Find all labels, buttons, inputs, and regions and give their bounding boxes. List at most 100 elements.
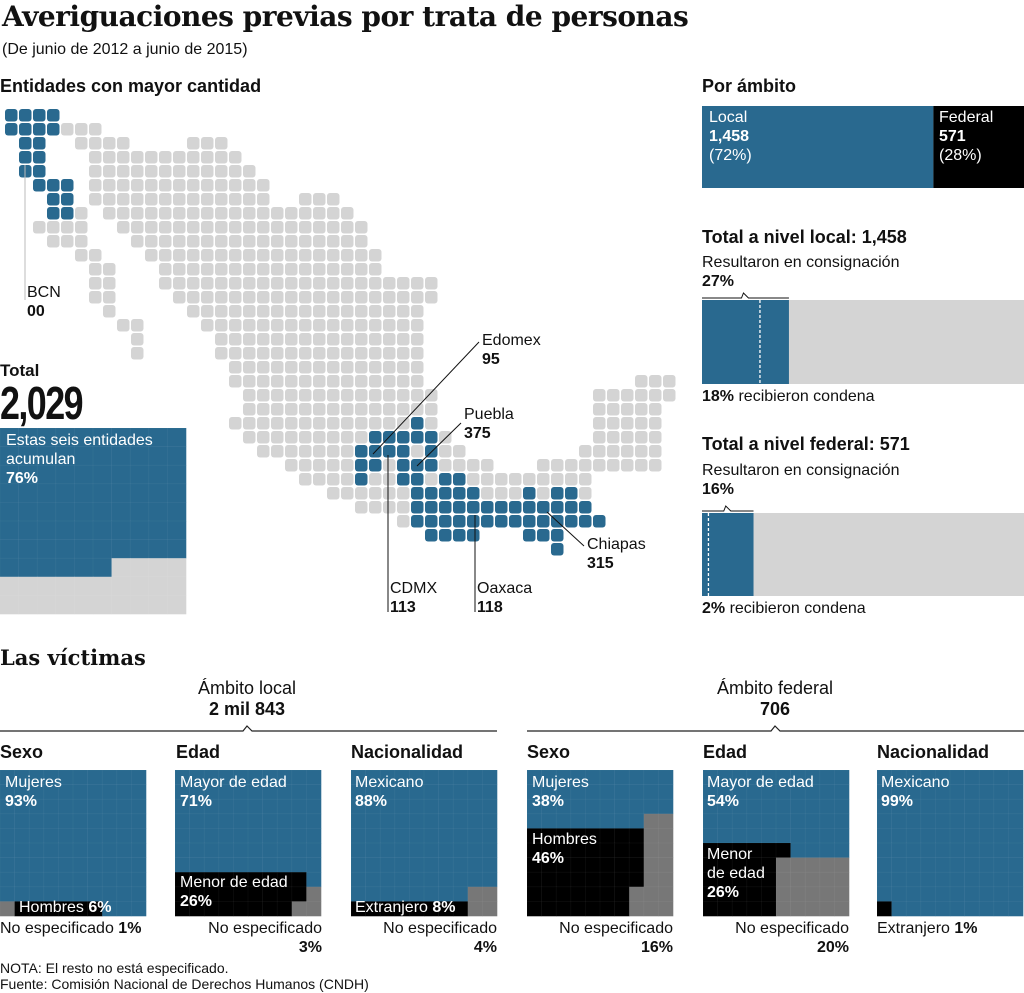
waffle-cell — [467, 842, 483, 859]
map-tile — [341, 375, 354, 388]
waffle-cell — [365, 871, 381, 888]
waffle-cell — [790, 901, 806, 917]
waffle-cell — [804, 871, 821, 888]
waffle-cell — [804, 857, 821, 873]
map-tile-highlight — [411, 431, 424, 444]
map-tile — [299, 263, 312, 276]
map-tile-highlight — [453, 501, 466, 514]
waffle-cell — [482, 784, 498, 800]
map-tile — [243, 179, 256, 192]
map-tile — [243, 431, 256, 444]
waffle-cell — [174, 842, 191, 859]
map-tile — [327, 459, 340, 472]
waffle-cell — [55, 576, 75, 596]
map-tile — [635, 403, 648, 416]
waffle-cell — [876, 901, 893, 917]
waffle-cell — [148, 539, 169, 559]
waffle-cell — [111, 557, 131, 578]
waffle-cell — [570, 813, 586, 829]
map-tile — [215, 263, 228, 276]
waffle-cell — [891, 901, 907, 917]
map-tile — [509, 487, 522, 500]
map-tile-highlight — [565, 515, 578, 528]
waffle-cell — [819, 798, 835, 815]
map-tile — [229, 263, 242, 276]
map-tile — [103, 305, 116, 318]
waffle-cell — [28, 828, 45, 844]
map-tile — [271, 305, 284, 318]
waffle-cell — [526, 886, 543, 902]
waffle-cell — [643, 769, 659, 786]
map-tile — [159, 249, 172, 262]
waffle-cell — [72, 798, 89, 815]
map-tile — [383, 389, 396, 402]
map-tile-highlight — [355, 445, 368, 458]
map-tile — [61, 235, 74, 248]
waffle-cell — [36, 539, 57, 559]
map-tile — [313, 193, 326, 206]
waffle-cell — [935, 901, 951, 917]
map-tile — [89, 151, 102, 164]
waffle-cell — [0, 557, 20, 578]
map-tile — [89, 179, 102, 192]
waffle-cell — [978, 813, 995, 829]
map-tile — [467, 473, 480, 486]
map-heading: Entidades con mayor cantidad — [0, 76, 262, 96]
waffle-cell — [731, 813, 748, 829]
waffle-cell — [111, 502, 131, 522]
map-tile — [369, 305, 382, 318]
map-tile — [383, 333, 396, 346]
map-tile — [187, 249, 200, 262]
map-tile — [341, 333, 354, 346]
waffle-cell — [993, 901, 1009, 917]
map-tile — [187, 179, 200, 192]
map-tile — [159, 151, 172, 164]
waffle-cell — [628, 769, 645, 786]
waffle-cell — [731, 828, 748, 844]
map-tile — [635, 375, 648, 388]
waffle-cell — [614, 886, 630, 902]
waffle-cell — [978, 828, 995, 844]
waffle-cell — [920, 842, 936, 859]
local-title: Ámbito local — [197, 678, 297, 698]
waffle-cell — [43, 857, 59, 873]
map-tile — [243, 277, 256, 290]
map-tile-highlight — [425, 431, 438, 444]
waffle-cell — [394, 813, 410, 829]
map-tile — [229, 179, 242, 192]
waffle-cell — [599, 901, 616, 917]
map-tile — [663, 375, 676, 388]
map-tile — [523, 473, 536, 486]
waffle-cell — [74, 557, 94, 578]
waffle-cell — [876, 886, 893, 902]
map-tile — [397, 417, 410, 430]
waffle-cell — [379, 813, 396, 829]
waffle-cell — [423, 784, 440, 800]
waffle-cell — [643, 842, 659, 859]
waffle-cell — [116, 842, 133, 859]
map-tile — [89, 263, 102, 276]
map-tile — [313, 375, 326, 388]
waffle-cell — [306, 828, 322, 844]
second-label: Extranjero — [355, 899, 433, 916]
waffle-cell — [891, 813, 907, 829]
map-tile — [327, 361, 340, 374]
map-tile — [299, 319, 312, 332]
waffle-cell — [167, 446, 187, 466]
map-tile — [103, 137, 116, 150]
waffle-cell — [614, 857, 630, 873]
map-tile — [327, 389, 340, 402]
waffle-cell — [167, 576, 187, 596]
map-tile — [341, 431, 354, 444]
local-nac-ne: No especificado 4% — [347, 919, 497, 957]
waffle-cell — [978, 784, 995, 800]
map-tile — [89, 277, 102, 290]
map-tile — [173, 193, 186, 206]
map-tile — [131, 235, 144, 248]
waffle-cell — [790, 828, 806, 844]
map-tile — [327, 193, 340, 206]
waffle-cell — [746, 901, 762, 917]
waffle-cell — [365, 857, 381, 873]
waffle-cell — [702, 828, 719, 844]
